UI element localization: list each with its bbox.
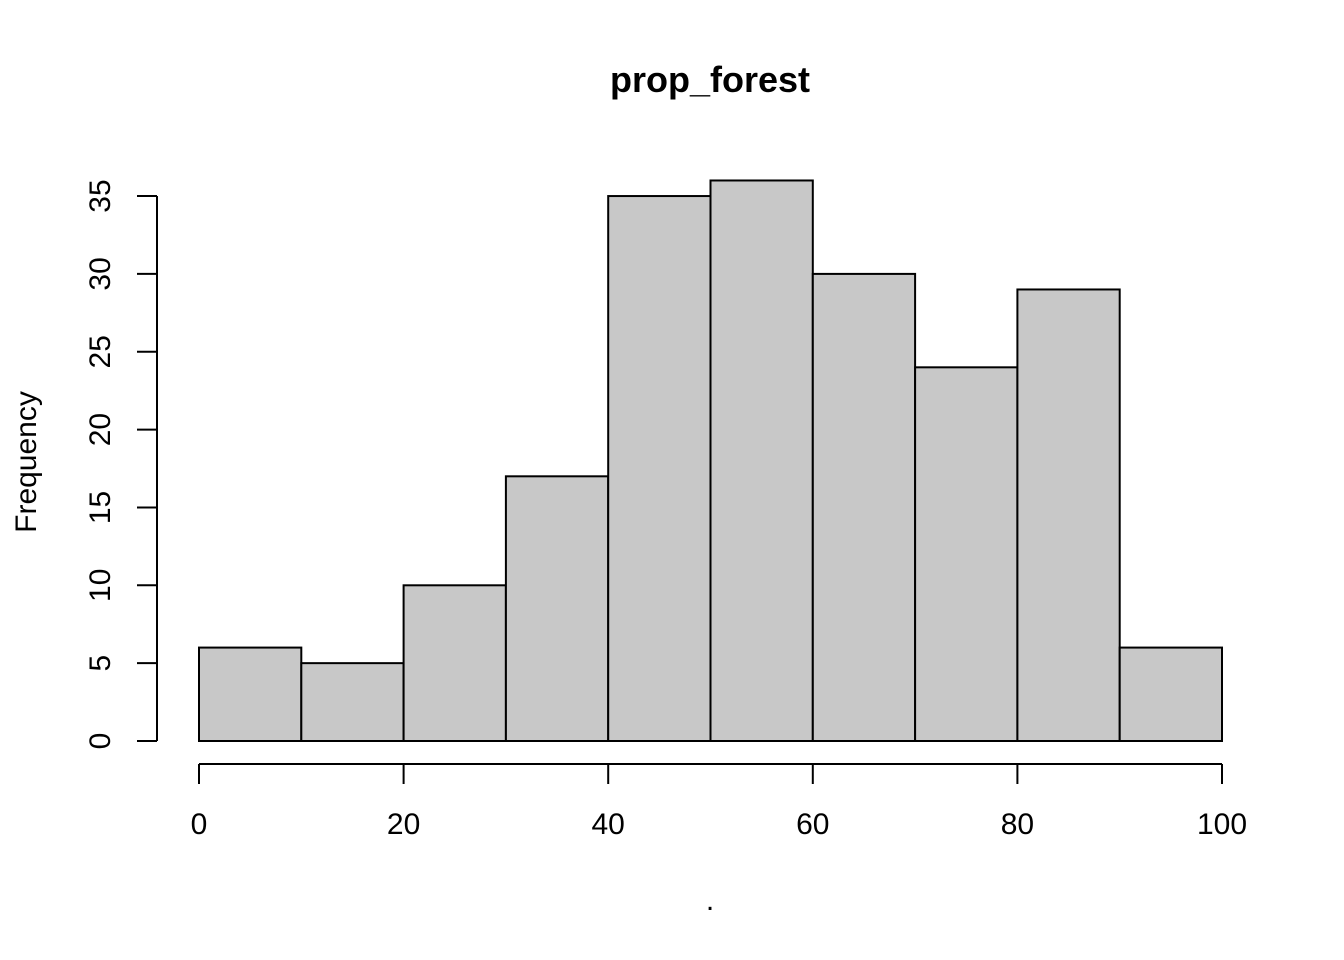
histogram-bar-70-80 [914,366,1019,742]
y-axis: 0 5 10 15 20 25 30 35 [84,179,158,750]
histogram-bar-10-20 [300,662,405,743]
histogram-bar-60-70 [811,272,917,742]
x-tick-label-20: 20 [387,808,420,841]
chart-title: prop_forest [610,59,810,100]
x-axis-label: . [706,884,714,917]
x-axis: 0 20 40 60 80 100 [191,763,1247,841]
histogram-bar-0-10 [198,646,303,743]
x-tick-label-0: 0 [191,808,208,841]
histogram-bar-80-90 [1016,288,1121,742]
y-tick-label-25: 25 [84,335,117,368]
x-tick-label-40: 40 [592,808,625,841]
y-tick-label-5: 5 [84,655,117,672]
y-tick-label-10: 10 [84,569,117,602]
histogram-bar-20-30 [402,584,507,742]
histogram-bar-90-100 [1118,646,1223,743]
x-tick-label-80: 80 [1001,808,1034,841]
y-tick-label-15: 15 [84,491,117,524]
histogram-bar-50-60 [709,179,814,743]
y-tick-label-0: 0 [84,733,117,750]
histogram-bar-30-40 [504,475,610,742]
histogram-bar-40-50 [607,195,712,743]
bars-group [198,179,1223,743]
y-tick-label-20: 20 [84,413,117,446]
y-tick-label-30: 30 [84,257,117,290]
y-tick-label-35: 35 [84,179,117,212]
x-tick-label-60: 60 [796,808,829,841]
y-axis-label: Frequency [10,391,43,533]
x-tick-label-100: 100 [1197,808,1247,841]
